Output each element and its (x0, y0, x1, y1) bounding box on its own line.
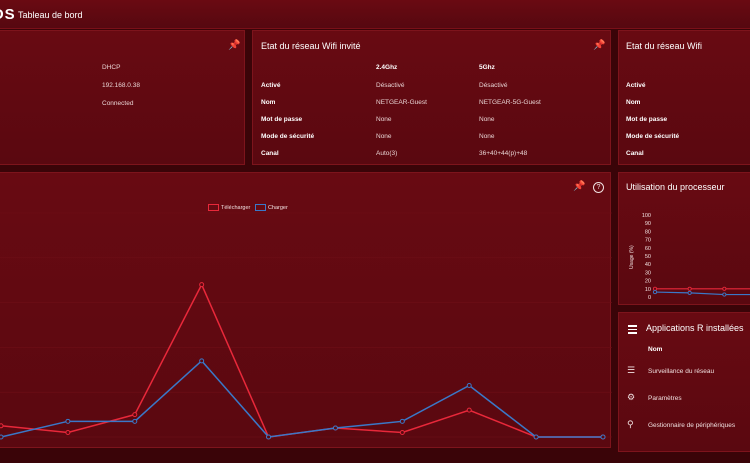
download-point[interactable] (399, 430, 405, 436)
cpu-panel: Utilisation du processeur 100 90 80 70 60 50 4… (618, 172, 750, 305)
cpu-series1-point[interactable] (652, 286, 658, 291)
guest-wifi-panel: Etat du réseau Wifi invité 📌 2.4Ghz 5Ghz… (252, 30, 611, 165)
cpu-tick-label: 20 (645, 279, 651, 285)
cpu-tick-label: 90 (645, 221, 651, 227)
internet-status-panel: 📌 DHCP 192.168.0.38 Connected (0, 30, 245, 165)
upload-point[interactable] (0, 434, 4, 440)
security-24-value: None (376, 133, 392, 140)
top-bar: OS Tableau de bord (0, 0, 750, 29)
chart-legend: Télécharger Charger (208, 204, 288, 211)
password-5-value: None (479, 116, 495, 123)
cpu-tick-label: 100 (642, 213, 651, 219)
upload-point[interactable] (466, 382, 472, 388)
upload-swatch (254, 204, 266, 211)
legend-download: Télécharger (208, 204, 250, 211)
help-icon[interactable]: ? (593, 182, 604, 193)
cpu-series2-point[interactable] (722, 292, 727, 297)
apps-column-name: Nom (648, 346, 663, 353)
download-point[interactable] (199, 282, 205, 288)
download-line (0, 282, 603, 438)
pin-icon[interactable]: 📌 (573, 181, 586, 192)
cpu-tick-label: 50 (645, 254, 651, 260)
connection-type-value: DHCP (102, 64, 121, 71)
download-point[interactable] (466, 407, 472, 413)
cpu-series2-point[interactable] (687, 290, 692, 295)
security-5-value: None (479, 133, 495, 140)
cpu-tick-label: 80 (645, 229, 651, 235)
cpu-tick-label: 60 (645, 246, 651, 252)
device-manager-icon: ⚲ (627, 419, 634, 429)
upload-point[interactable] (399, 418, 405, 424)
cpu-series2-point[interactable] (652, 290, 658, 295)
pin-icon[interactable]: 📌 (228, 40, 241, 51)
enabled-24-value: Désactivé (376, 82, 405, 89)
upload-point[interactable] (65, 418, 71, 424)
cpu-tick-label: 0 (648, 295, 651, 301)
name-5-value: NETGEAR-5G-Guest (479, 99, 541, 106)
page-title: Tableau de bord (18, 10, 83, 20)
cpu-series2-line (654, 291, 750, 296)
brand-logo: OS (0, 6, 16, 23)
wifi-status-panel: Etat du réseau Wifi Activé Nom Mot de pa… (618, 30, 750, 165)
wifi-row-password: Mot de passe (626, 116, 668, 123)
network-monitor-icon: ☰ (627, 365, 636, 375)
password-24-value: None (376, 116, 392, 123)
name-24-value: NETGEAR-Guest (376, 99, 427, 106)
column-header-5ghz: 5Ghz (479, 64, 495, 71)
upload-point[interactable] (533, 434, 539, 440)
wifi-row-channel: Canal (626, 150, 644, 157)
upload-point[interactable] (332, 425, 338, 431)
upload-point[interactable] (132, 418, 138, 424)
cpu-ylabel: Usage (%) (629, 245, 635, 269)
enabled-5-value: Désactivé (479, 82, 508, 89)
row-label-name: Nom (261, 99, 276, 106)
ip-address-value: 192.168.0.38 (102, 82, 140, 89)
traffic-panel: 📌 ? Télécharger Charger (0, 172, 612, 448)
traffic-chart (0, 212, 612, 440)
cpu-series1-point[interactable] (687, 286, 692, 291)
cpu-title: Utilisation du processeur (626, 182, 725, 192)
pin-icon[interactable]: 📌 (593, 40, 606, 51)
upload-point[interactable] (266, 434, 272, 440)
cpu-tick-label: 40 (645, 262, 651, 268)
download-point[interactable] (132, 412, 138, 418)
app-device-manager[interactable]: Gestionnaire de périphériques (648, 422, 736, 429)
app-settings[interactable]: Paramètres (648, 395, 682, 402)
wifi-row-enabled: Activé (626, 82, 646, 89)
cpu-tick-label: 30 (645, 270, 651, 276)
connection-status-value: Connected (102, 100, 134, 107)
app-network-monitor[interactable]: Surveillance du réseau (648, 368, 715, 375)
download-point[interactable] (0, 423, 4, 429)
wifi-status-title: Etat du réseau Wifi (626, 41, 703, 51)
wifi-row-security: Mode de sécurité (626, 133, 680, 140)
row-label-channel: Canal (261, 150, 279, 157)
column-header-24ghz: 2.4Ghz (376, 64, 398, 71)
cpu-series1-point[interactable] (722, 286, 727, 291)
upload-line (0, 359, 603, 438)
row-label-password: Mot de passe (261, 116, 303, 123)
cpu-tick-label: 70 (645, 238, 651, 244)
download-swatch (208, 204, 219, 211)
upload-point[interactable] (600, 434, 606, 440)
cpu-tick-label: 10 (645, 287, 651, 293)
guest-wifi-title: Etat du réseau Wifi invité (261, 41, 361, 51)
menu-icon[interactable] (628, 325, 637, 336)
channel-24-value: Auto(3) (376, 150, 398, 157)
row-label-enabled: Activé (261, 82, 281, 89)
upload-point[interactable] (199, 358, 205, 364)
legend-upload: Charger (254, 204, 288, 211)
settings-icon: ⚙ (627, 392, 636, 402)
apps-panel: Applications R installées Nom ☰ Surveill… (618, 312, 750, 452)
wifi-row-name: Nom (626, 99, 641, 106)
row-label-security: Mode de sécurité (261, 133, 315, 140)
apps-title: Applications R installées (646, 323, 744, 333)
download-point[interactable] (65, 430, 71, 436)
channel-5-value: 36+40+44(p)+48 (479, 150, 528, 157)
